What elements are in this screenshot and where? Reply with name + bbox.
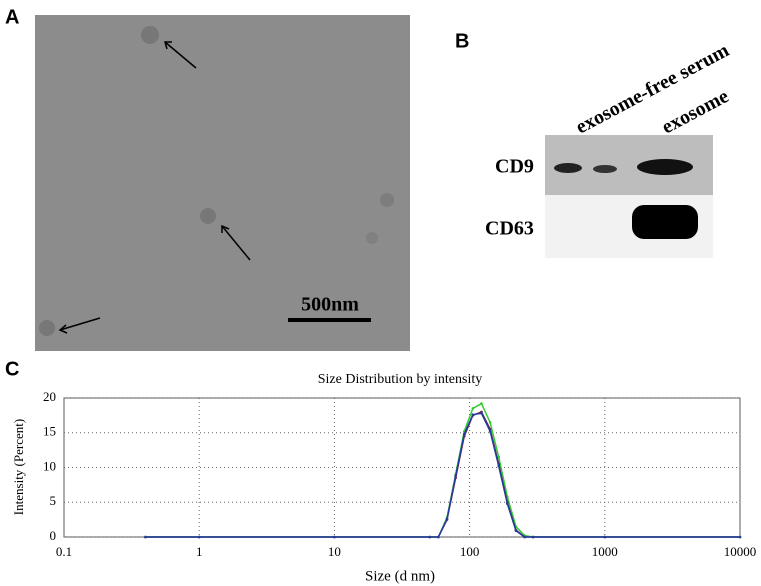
y-tick-label: 15 [43, 424, 56, 439]
point [523, 535, 526, 539]
panel-label: A [5, 6, 19, 28]
point [333, 535, 336, 539]
x-axis-label: Size (d nm) [365, 568, 435, 584]
point [471, 413, 475, 416]
point [437, 535, 440, 539]
point [197, 535, 201, 539]
point [445, 517, 449, 521]
tem-image [35, 15, 410, 351]
point [480, 402, 483, 405]
row-label: CD63 [485, 218, 534, 240]
band [554, 163, 582, 173]
band [593, 165, 617, 173]
point [428, 535, 432, 539]
y-axis-label: Intensity (Percent) [11, 419, 26, 515]
row-label: CD9 [495, 156, 534, 178]
plot-frame [63, 397, 741, 538]
point [462, 432, 466, 436]
point [514, 529, 518, 533]
band [632, 205, 698, 239]
point [603, 535, 607, 539]
point [480, 411, 483, 415]
x-tick-label: 10 [328, 544, 341, 559]
point [488, 421, 492, 424]
x-tick-label: 1 [196, 544, 203, 559]
chart-title: Size Distribution by intensity [318, 372, 483, 387]
panel-label: B [455, 30, 469, 52]
vesicles [39, 26, 394, 336]
point [144, 535, 147, 539]
band [637, 159, 693, 175]
point [471, 407, 475, 410]
column-label: exosome [658, 85, 732, 138]
y-tick-label: 5 [50, 493, 57, 508]
point [531, 535, 535, 539]
x-tick-label: 1000 [592, 544, 618, 559]
panel-label: C [5, 358, 19, 380]
column-label: exosome-free serum [572, 39, 733, 138]
series-line [145, 402, 740, 538]
y-tick-label: 10 [43, 458, 56, 473]
point [738, 535, 742, 539]
y-tick-label: 0 [50, 528, 57, 543]
point [497, 464, 501, 468]
y-tick-label: 20 [43, 389, 56, 404]
point [454, 474, 457, 478]
point [506, 502, 509, 505]
x-tick-label: 10000 [724, 544, 757, 559]
x-tick-label: 0.1 [56, 544, 72, 559]
point [488, 430, 492, 433]
scale-bar-label: 500nm [301, 294, 359, 316]
point [497, 455, 501, 459]
series-line [145, 410, 740, 538]
series-line [145, 412, 740, 538]
x-tick-label: 100 [460, 544, 480, 559]
arrows [58, 41, 251, 334]
